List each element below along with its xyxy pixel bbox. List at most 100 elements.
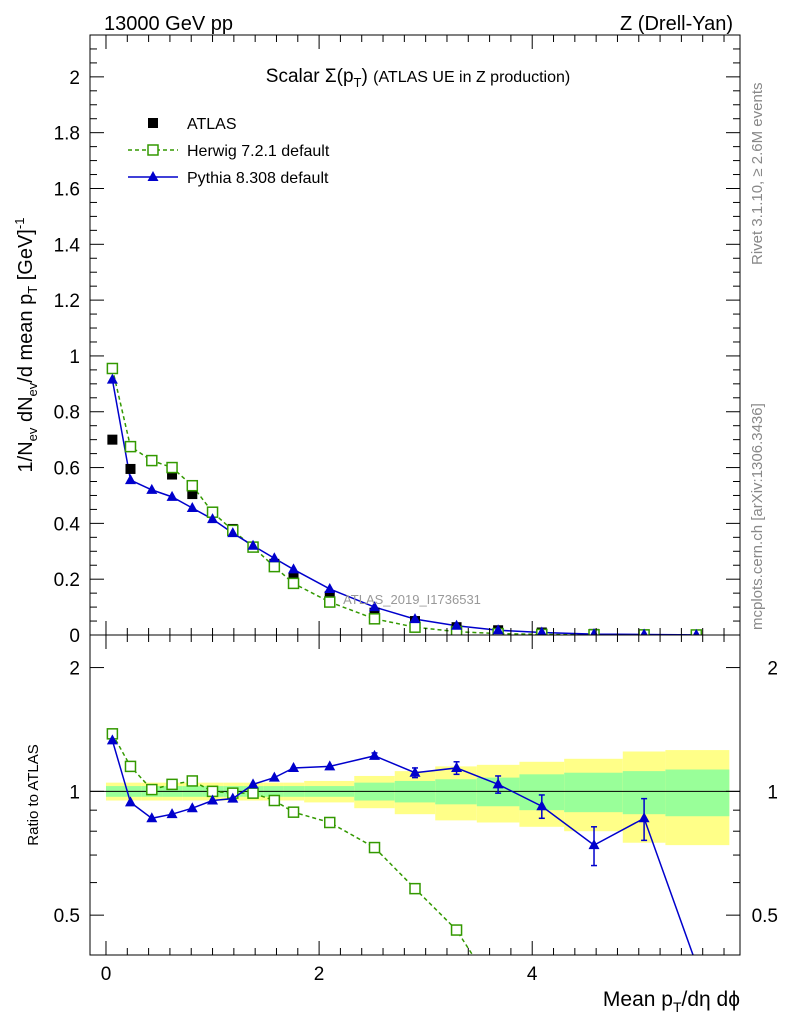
y-tick-label-main: 1.2 [54, 291, 80, 312]
main-point-herwig [166, 461, 178, 474]
chart-title: Scalar Σ(pT) (ATLAS UE in Z production) [266, 66, 570, 90]
ratio-point-pythia [166, 808, 178, 819]
ratio-point-pythia [186, 802, 198, 813]
ratio-point-pythia [124, 796, 136, 807]
legend: ATLAS Herwig 7.2.1 default Pythia 8.308 … [128, 116, 330, 187]
main-point-herwig [106, 362, 119, 375]
main-point-pythia [247, 539, 259, 550]
ratio-point-pythia [588, 839, 600, 850]
y-tick-label-main: 1 [69, 347, 80, 368]
y-tick-label-main: 0.2 [54, 570, 80, 591]
x-axis-label: Mean pT/dη dϕ [603, 988, 740, 1015]
ratio-point-pythia [247, 778, 259, 789]
ratio-point-pythia [369, 749, 381, 760]
legend-atlas-marker [148, 118, 158, 128]
legend-atlas-label: ATLAS [187, 116, 237, 133]
y-tick-label-main: 1.6 [54, 179, 80, 200]
y-tick-label-ratio: 2 [69, 659, 80, 680]
main-point-herwig [324, 596, 336, 608]
ratio-point-herwig [166, 778, 178, 791]
main-point-pythia [692, 628, 700, 635]
ratio-point-herwig [186, 775, 199, 787]
y-tick-label-main: 0 [69, 626, 80, 647]
main-point-atlas [125, 463, 136, 474]
y-tick-label-ratio-right: 1 [767, 782, 778, 803]
ratio-point-pythia [409, 766, 421, 777]
main-point-pythia [227, 527, 239, 538]
ratio-point-pythia [288, 761, 300, 772]
main-point-pythia [146, 483, 158, 494]
main-point-pythia [324, 582, 336, 593]
ratio-band-stat [665, 769, 730, 817]
main-point-atlas [107, 434, 118, 445]
ratio-point-herwig [124, 760, 137, 773]
ratio-band-stat [564, 772, 623, 813]
ratio-point-pythia [638, 812, 650, 823]
ratio-panel: 0.5 0.5 1 1 2 2 0 2 4 [54, 634, 778, 985]
main-point-pythia [106, 373, 118, 384]
ratio-point-herwig [247, 787, 259, 799]
main-point-pythia [537, 626, 547, 635]
ratio-point-pythia [227, 792, 239, 803]
y-axis-label-main: 1/Nev dNev/d mean pT [GeV]-1 [12, 218, 40, 473]
main-panel: 0 0.2 0.4 0.6 0.8 1 1.2 1.4 1.6 1.8 2 [54, 34, 741, 647]
main-point-pythia [186, 502, 198, 513]
ratio-point-pythia [106, 734, 118, 745]
ratio-point-herwig [368, 841, 381, 854]
x-tick-label: 0 [101, 964, 112, 985]
legend-herwig-label: Herwig 7.2.1 default [187, 143, 330, 160]
main-point-herwig [124, 440, 137, 453]
main-point-pythia [492, 624, 504, 635]
main-point-herwig [368, 613, 381, 625]
main-point-pythia [369, 601, 381, 612]
ratio-point-pythia [146, 812, 158, 823]
ratio-point-herwig [268, 794, 281, 807]
main-point-pythia [207, 513, 219, 524]
main-point-herwig [186, 479, 199, 492]
x-tick-label: 2 [314, 964, 325, 985]
ratio-point-pythia [536, 800, 548, 811]
ratio-point-herwig [146, 783, 158, 796]
y-tick-label-main: 2 [69, 68, 80, 89]
rivet-label: Rivet 3.1.10, ≥ 2.6M events [749, 83, 766, 266]
main-point-atlas [324, 590, 335, 601]
main-point-herwig [287, 577, 300, 590]
main-point-pythia [451, 619, 463, 630]
analysis-watermark: ATLAS_2019_I1736531 [343, 592, 481, 607]
ratio-point-pythia [268, 771, 280, 782]
y-tick-label-main: 0.4 [54, 514, 81, 535]
y-tick-label-main: 0.8 [54, 403, 80, 424]
y-tick-label-main: 1.8 [54, 124, 80, 145]
legend-herwig-marker [147, 144, 159, 156]
main-point-pythia [124, 474, 136, 485]
y-tick-label-ratio-right: 0.5 [752, 906, 778, 927]
ratio-point-pythia [492, 778, 504, 789]
legend-pythia-label: Pythia 8.308 default [187, 170, 329, 187]
main-point-atlas [167, 469, 178, 480]
main-point-pythia [166, 490, 178, 501]
mcplots-label: mcplots.cern.ch [arXiv:1306.3436] [749, 403, 766, 630]
ratio-point-pythia [207, 794, 219, 805]
y-tick-label-ratio: 1 [69, 782, 80, 803]
main-point-pythia [288, 563, 300, 574]
ratio-frame [89, 634, 741, 956]
ratio-point-herwig [409, 882, 421, 895]
main-point-atlas [187, 489, 198, 500]
y-tick-label-main: 0.6 [54, 459, 80, 480]
header-right: Z (Drell-Yan) [620, 13, 733, 35]
main-point-pythia [409, 613, 421, 624]
y-axis-label-ratio: Ratio to ATLAS [25, 744, 42, 845]
ratio-point-herwig [287, 806, 300, 818]
main-point-pythia [268, 552, 280, 563]
ratio-point-pythia [324, 760, 336, 771]
header-left: 13000 GeV pp [104, 13, 233, 35]
ratio-line-herwig [111, 733, 474, 955]
main-point-atlas [369, 607, 380, 618]
main-point-herwig [409, 621, 421, 633]
y-tick-label-ratio: 0.5 [54, 906, 80, 927]
ratio-point-pythia [451, 761, 463, 772]
main-point-pythia [640, 628, 648, 635]
main-point-herwig [146, 454, 158, 467]
ratio-point-herwig [450, 924, 463, 936]
